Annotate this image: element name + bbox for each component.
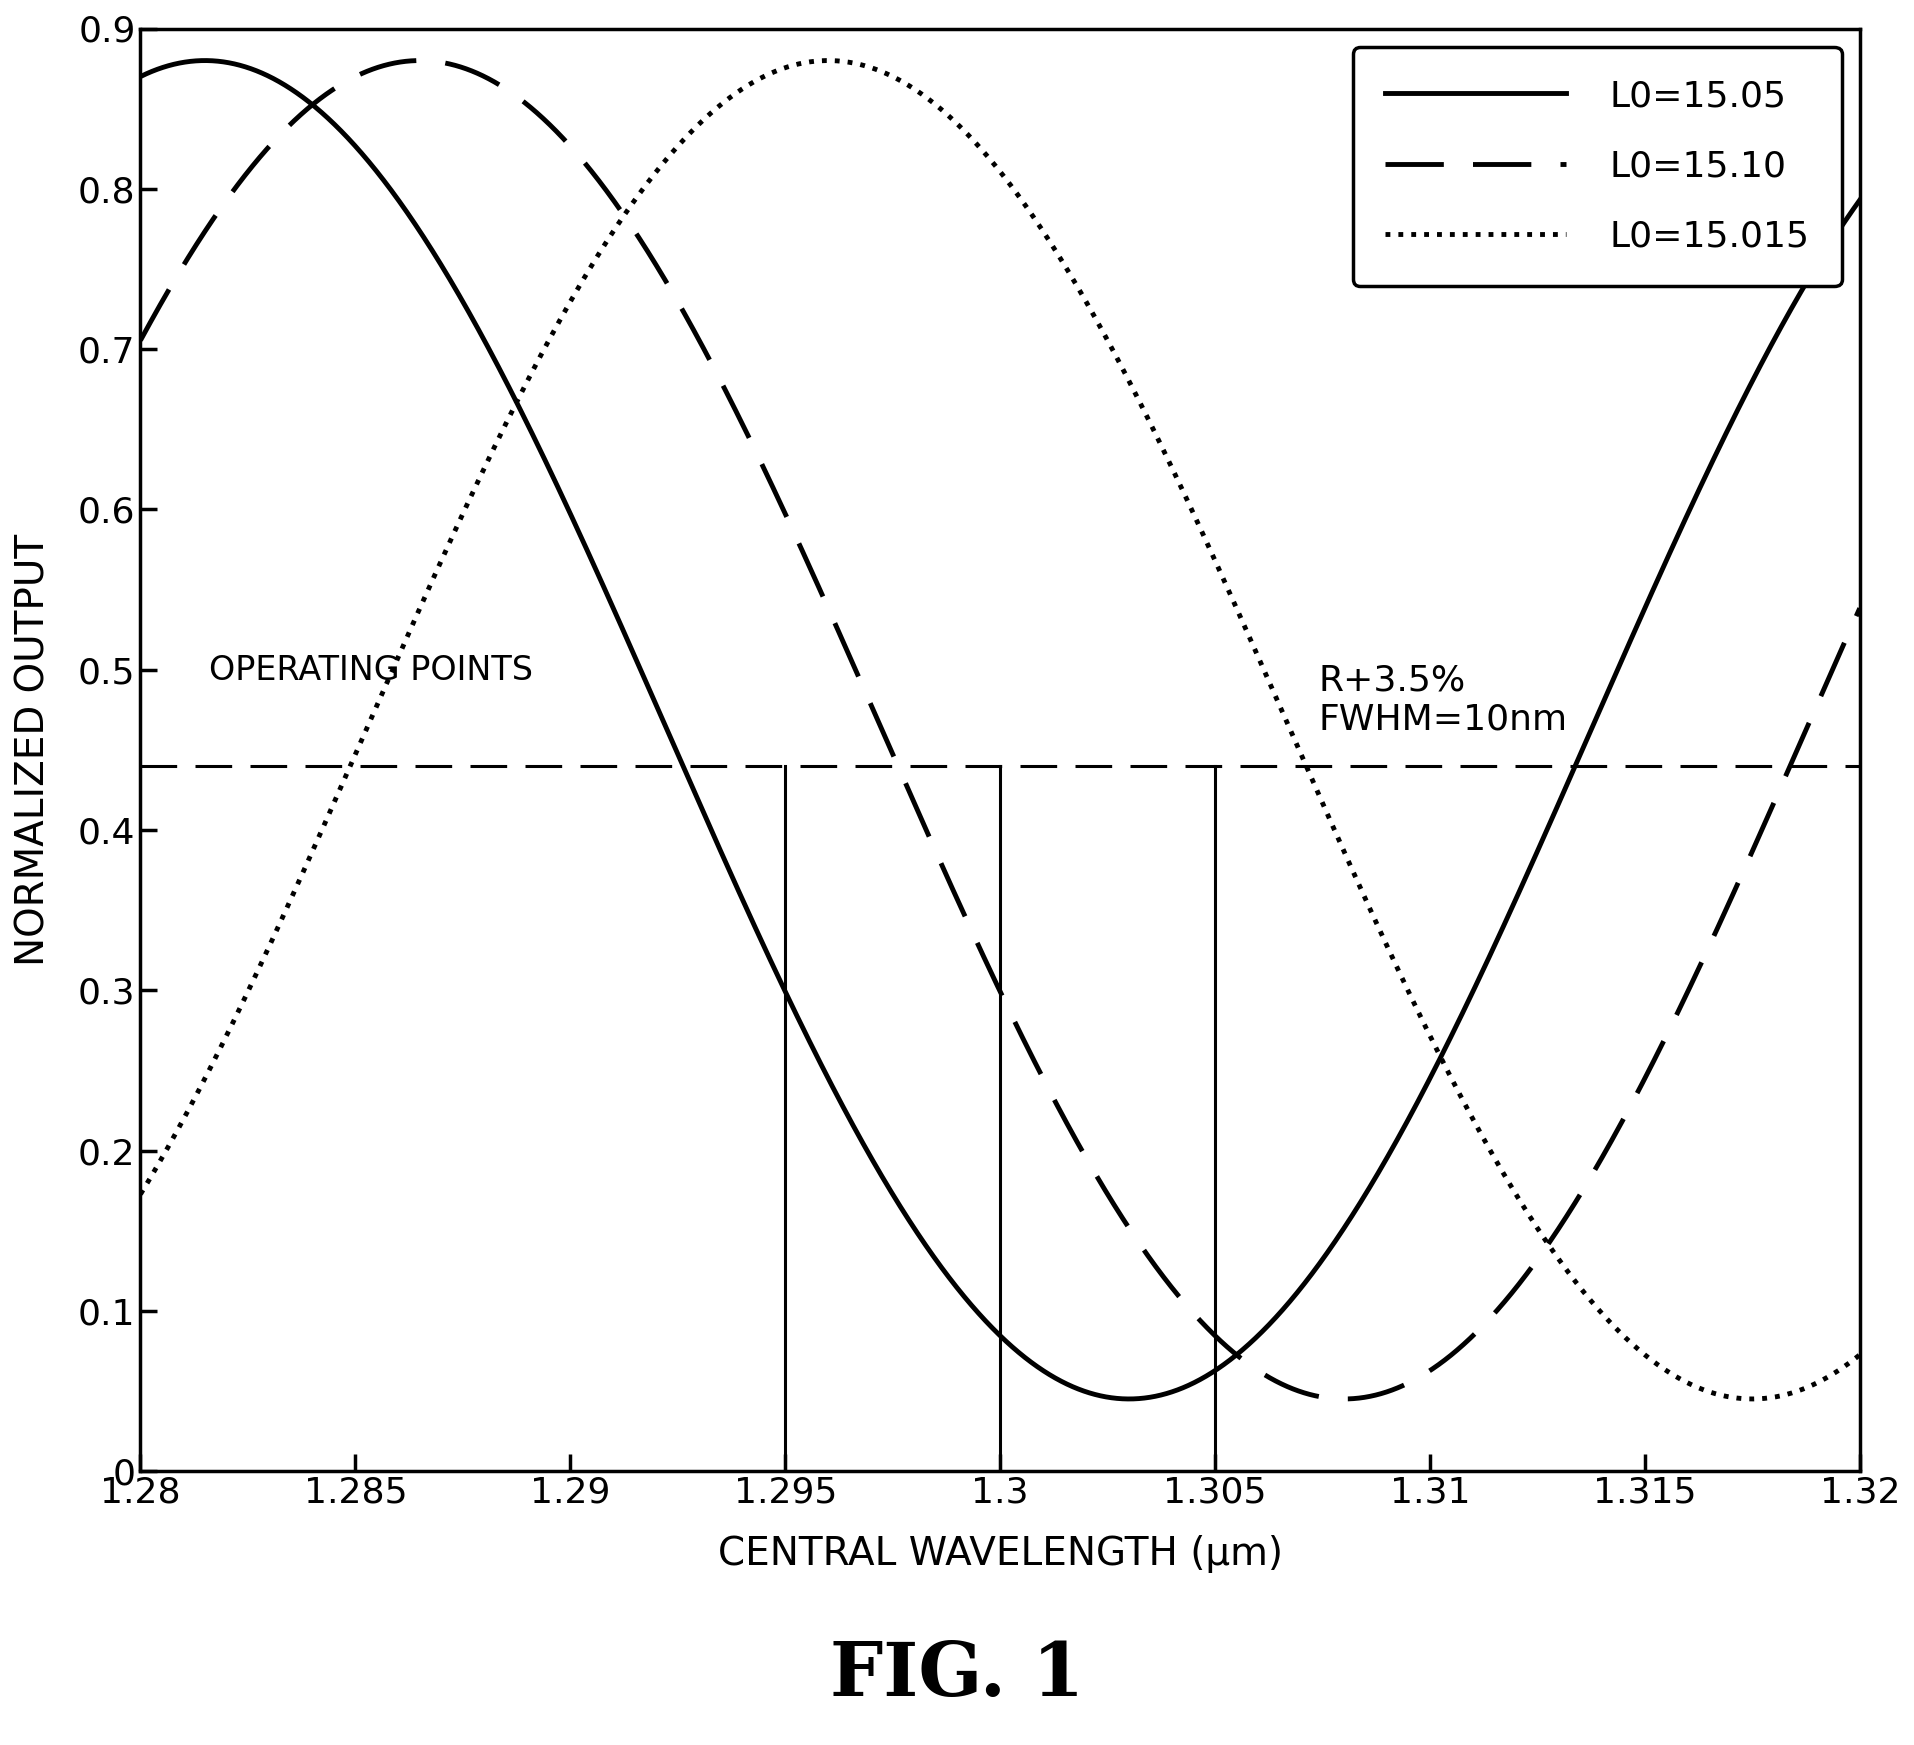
Text: OPERATING POINTS: OPERATING POINTS: [209, 654, 532, 688]
Y-axis label: NORMALIZED OUTPUT: NORMALIZED OUTPUT: [15, 534, 54, 965]
X-axis label: CENTRAL WAVELENGTH (μm): CENTRAL WAVELENGTH (μm): [718, 1536, 1282, 1572]
Text: FIG. 1: FIG. 1: [831, 1639, 1083, 1712]
Legend: L0=15.05, L0=15.10, L0=15.015: L0=15.05, L0=15.10, L0=15.015: [1351, 47, 1841, 286]
Text: R+3.5%
FWHM=10nm: R+3.5% FWHM=10nm: [1317, 663, 1566, 736]
